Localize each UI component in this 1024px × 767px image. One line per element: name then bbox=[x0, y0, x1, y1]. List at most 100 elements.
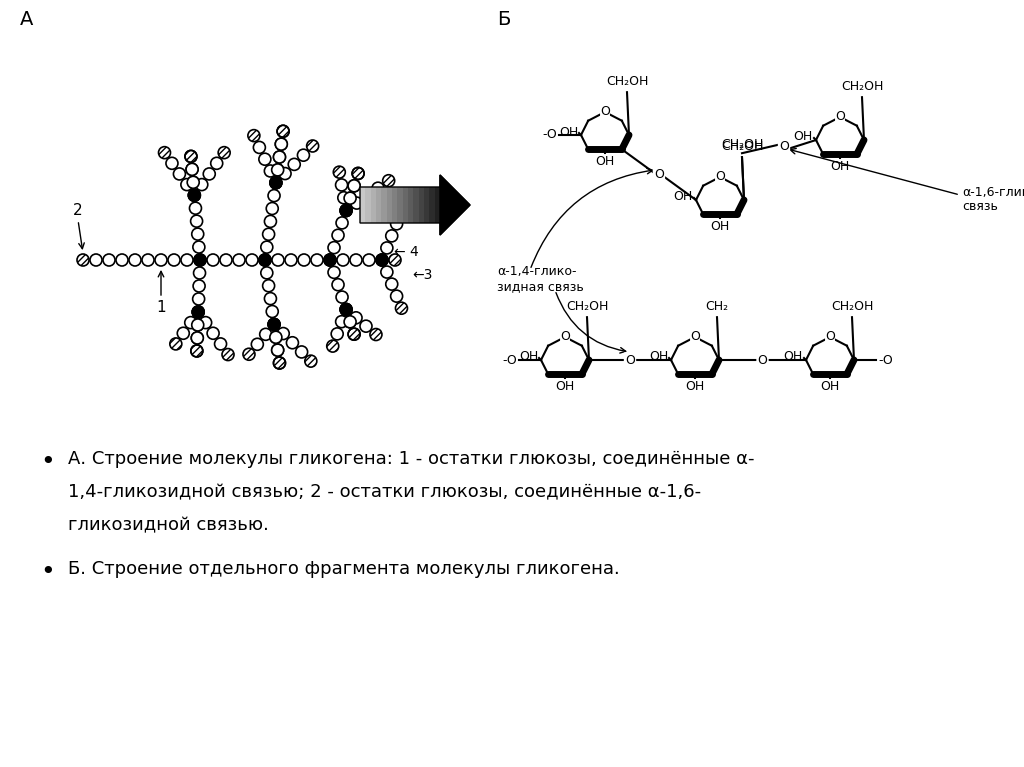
Circle shape bbox=[264, 165, 276, 177]
Circle shape bbox=[193, 241, 205, 253]
Text: CH₂OH: CH₂OH bbox=[606, 75, 648, 88]
Polygon shape bbox=[366, 187, 371, 223]
Text: •: • bbox=[41, 560, 55, 584]
Circle shape bbox=[262, 280, 274, 291]
Circle shape bbox=[270, 331, 282, 344]
Circle shape bbox=[181, 179, 193, 190]
Circle shape bbox=[191, 332, 204, 344]
Circle shape bbox=[260, 328, 271, 341]
Circle shape bbox=[297, 150, 309, 161]
Circle shape bbox=[338, 192, 350, 204]
Circle shape bbox=[259, 153, 271, 165]
Circle shape bbox=[188, 189, 201, 201]
Circle shape bbox=[193, 306, 204, 318]
Circle shape bbox=[324, 254, 336, 266]
Circle shape bbox=[268, 189, 280, 202]
Circle shape bbox=[191, 319, 204, 331]
Circle shape bbox=[270, 176, 282, 189]
Polygon shape bbox=[371, 187, 376, 223]
Circle shape bbox=[350, 312, 362, 324]
Text: CH₂OH: CH₂OH bbox=[830, 300, 873, 313]
Circle shape bbox=[340, 205, 352, 216]
Circle shape bbox=[200, 317, 212, 328]
Text: O: O bbox=[654, 168, 664, 181]
Circle shape bbox=[340, 304, 352, 315]
Circle shape bbox=[266, 202, 279, 215]
Circle shape bbox=[90, 254, 102, 266]
Circle shape bbox=[328, 242, 340, 254]
Text: O: O bbox=[835, 110, 845, 123]
Text: 1,4-гликозидной связью; 2 - остатки глюкозы, соединённые α-1,6-: 1,4-гликозидной связью; 2 - остатки глюк… bbox=[68, 483, 701, 501]
Circle shape bbox=[350, 197, 362, 209]
Circle shape bbox=[272, 254, 284, 266]
Circle shape bbox=[173, 168, 185, 180]
Circle shape bbox=[298, 254, 310, 266]
Text: CH₂: CH₂ bbox=[706, 300, 728, 313]
Circle shape bbox=[177, 328, 189, 339]
Circle shape bbox=[278, 125, 289, 137]
Circle shape bbox=[191, 332, 204, 344]
Circle shape bbox=[390, 218, 402, 230]
Circle shape bbox=[246, 254, 258, 266]
Circle shape bbox=[344, 193, 356, 204]
Circle shape bbox=[194, 267, 206, 279]
Circle shape bbox=[103, 254, 115, 266]
Text: OH: OH bbox=[830, 160, 850, 173]
Circle shape bbox=[386, 278, 397, 290]
Text: OH: OH bbox=[649, 351, 668, 364]
Circle shape bbox=[190, 216, 203, 227]
Text: CH₂OH: CH₂OH bbox=[721, 140, 763, 153]
Polygon shape bbox=[440, 175, 470, 235]
Circle shape bbox=[166, 157, 178, 170]
Text: O: O bbox=[600, 105, 610, 118]
Circle shape bbox=[285, 254, 297, 266]
Circle shape bbox=[168, 254, 180, 266]
Circle shape bbox=[268, 318, 280, 331]
Text: O: O bbox=[560, 330, 570, 343]
Circle shape bbox=[352, 167, 365, 179]
Circle shape bbox=[191, 319, 204, 331]
Text: OH: OH bbox=[555, 380, 574, 393]
Circle shape bbox=[261, 241, 272, 253]
Circle shape bbox=[275, 138, 288, 150]
Circle shape bbox=[185, 150, 197, 163]
Text: α-1,4-глико-
зидная связь: α-1,4-глико- зидная связь bbox=[497, 265, 584, 293]
Circle shape bbox=[280, 167, 291, 179]
Text: А: А bbox=[20, 10, 34, 29]
Circle shape bbox=[331, 328, 343, 340]
Text: OH: OH bbox=[820, 380, 840, 393]
Circle shape bbox=[337, 254, 349, 266]
Circle shape bbox=[142, 254, 154, 266]
Circle shape bbox=[348, 328, 360, 341]
Circle shape bbox=[348, 179, 360, 192]
Text: Б. Строение отдельного фрагмента молекулы гликогена.: Б. Строение отдельного фрагмента молекул… bbox=[68, 560, 620, 578]
Circle shape bbox=[271, 164, 284, 176]
Polygon shape bbox=[419, 187, 424, 223]
Circle shape bbox=[386, 230, 397, 242]
Circle shape bbox=[187, 176, 200, 188]
Circle shape bbox=[194, 254, 206, 266]
Text: •: • bbox=[41, 450, 55, 474]
Circle shape bbox=[189, 202, 202, 214]
Circle shape bbox=[211, 157, 222, 170]
Circle shape bbox=[360, 320, 372, 332]
Circle shape bbox=[271, 344, 284, 356]
Polygon shape bbox=[434, 187, 440, 223]
Circle shape bbox=[116, 254, 128, 266]
Circle shape bbox=[381, 266, 393, 278]
Circle shape bbox=[376, 254, 388, 266]
Circle shape bbox=[270, 331, 282, 344]
Polygon shape bbox=[360, 187, 366, 223]
Circle shape bbox=[270, 176, 282, 189]
Text: гликозидной связью.: гликозидной связью. bbox=[68, 516, 269, 534]
Circle shape bbox=[376, 254, 388, 266]
Circle shape bbox=[129, 254, 141, 266]
Circle shape bbox=[348, 179, 360, 192]
Circle shape bbox=[188, 189, 201, 201]
Circle shape bbox=[207, 328, 219, 339]
Circle shape bbox=[194, 254, 206, 266]
Text: CH₂OH: CH₂OH bbox=[721, 138, 763, 151]
Text: O: O bbox=[690, 330, 700, 343]
Circle shape bbox=[275, 138, 288, 150]
Polygon shape bbox=[376, 187, 381, 223]
